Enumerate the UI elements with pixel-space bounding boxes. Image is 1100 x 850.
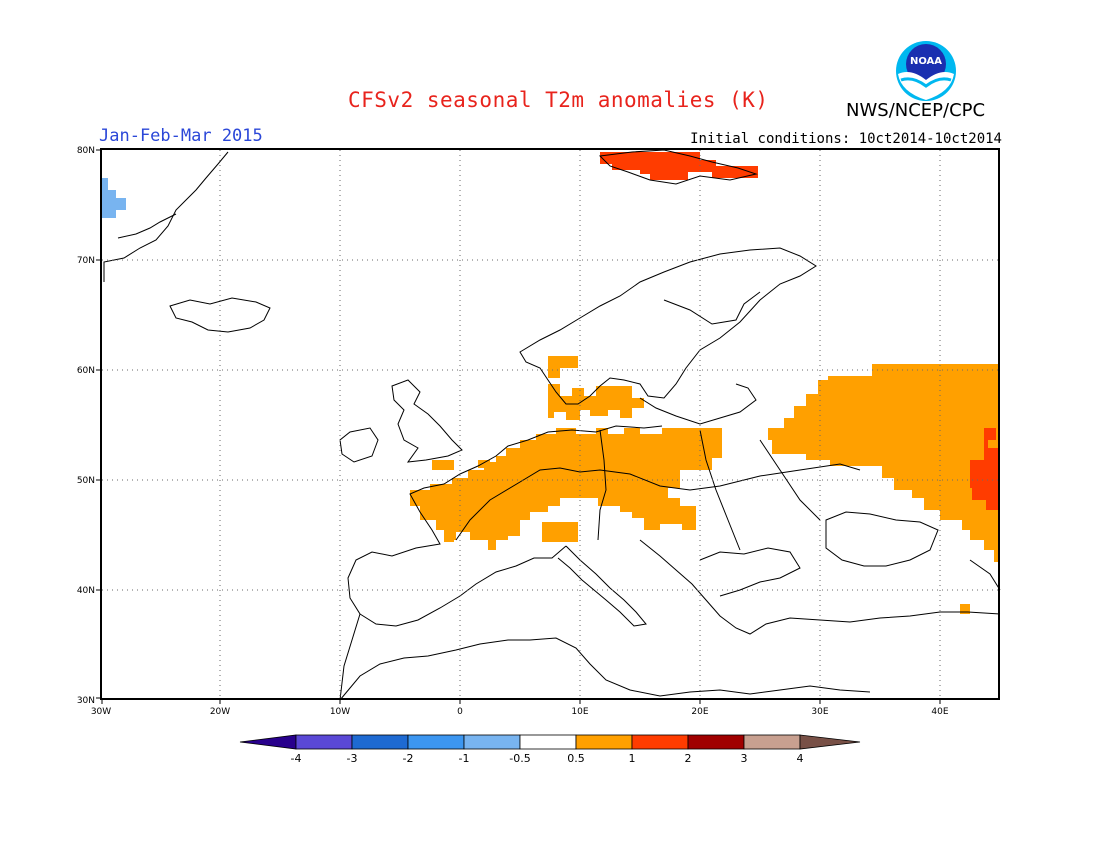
colorbar-swatch <box>463 734 521 750</box>
map-frame <box>100 148 1000 700</box>
lon-labels: 30W 20W 10W 0 10E 20E 30E 40E <box>91 707 949 717</box>
colorbar-label: -3 <box>347 752 358 765</box>
anomaly-negative-greenland <box>102 178 126 218</box>
colorbar-swatch <box>687 734 745 750</box>
lon-label: 30E <box>811 707 828 717</box>
agency-label: NWS/NCEP/CPC <box>846 100 986 121</box>
colorbar-swatch <box>407 734 465 750</box>
colorbar-swatch <box>575 734 633 750</box>
anomaly-russia <box>768 364 1000 614</box>
lat-label: 40N <box>77 586 95 596</box>
colorbar-swatch <box>351 734 409 750</box>
colorbar-swatch <box>295 734 353 750</box>
lat-labels: 80N 70N 60N 50N 40N 30N <box>77 146 95 706</box>
anomaly-svalbard <box>600 152 758 180</box>
initial-conditions-label: Initial conditions: 10ct2014-10ct2014 <box>690 131 1002 147</box>
lon-label: 30W <box>91 707 111 717</box>
anomaly-ural <box>970 428 1000 510</box>
lon-label: 10E <box>571 707 588 717</box>
lon-label: 20E <box>691 707 708 717</box>
colorbar-label: 0.5 <box>567 752 585 765</box>
colorbar-swatch <box>631 734 689 750</box>
season-label: Jan-Feb-Mar 2015 <box>99 126 263 146</box>
colorbar-right-arrow <box>799 734 861 750</box>
lon-label: 20W <box>210 707 230 717</box>
colorbar-labels: -4 -3 -2 -1 -0.5 0.5 1 2 3 4 <box>291 752 804 765</box>
lon-label: 10W <box>330 707 350 717</box>
lat-label: 60N <box>77 366 95 376</box>
colorbar-swatch <box>743 734 801 750</box>
lon-label: 0 <box>457 707 463 717</box>
colorbar-label: 3 <box>741 752 748 765</box>
colorbar-label: -4 <box>291 752 302 765</box>
lat-label: 30N <box>77 696 95 706</box>
lon-label: 40E <box>931 707 948 717</box>
noaa-logo-text: NOAA <box>910 56 942 67</box>
colorbar-label: 1 <box>629 752 636 765</box>
lat-label: 80N <box>77 146 95 156</box>
coastline-layer <box>103 149 1001 701</box>
colorbar-left-arrow <box>239 734 297 750</box>
colorbar-label: -2 <box>403 752 414 765</box>
anomaly-layer <box>102 152 1000 614</box>
noaa-logo: NOAA <box>896 41 956 101</box>
colorbar-label: -1 <box>459 752 470 765</box>
colorbar <box>239 734 861 750</box>
colorbar-label: -0.5 <box>509 752 530 765</box>
lat-label: 70N <box>77 256 95 266</box>
colorbar-swatch <box>519 734 577 750</box>
colorbar-label: 4 <box>797 752 804 765</box>
lat-label: 50N <box>77 476 95 486</box>
colorbar-label: 2 <box>685 752 692 765</box>
map-title: CFSv2 seasonal T2m anomalies (K) <box>348 88 769 112</box>
